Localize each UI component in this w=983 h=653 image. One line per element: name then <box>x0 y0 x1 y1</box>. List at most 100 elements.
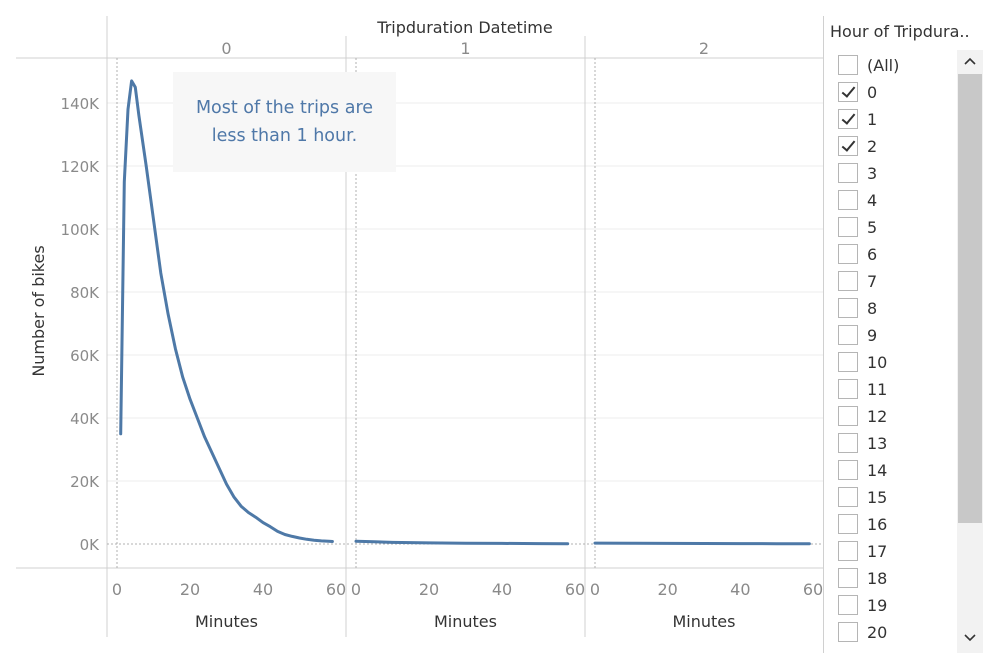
filter-item-label: 3 <box>867 163 878 183</box>
y-tick-label: 140K <box>61 95 101 113</box>
filter-list: (All) 0 1 2 3 4 5 6 7 8 9 10 11 12 13 14 15 16 17 18 19 20 <box>824 50 954 653</box>
filter-item-label: 16 <box>867 514 888 534</box>
filter-item[interactable]: 5 <box>838 216 877 238</box>
filter-item-label: 7 <box>867 271 878 291</box>
filter-checkbox[interactable] <box>838 595 858 615</box>
filter-scrollbar[interactable] <box>957 50 983 653</box>
filter-item[interactable]: (All) <box>838 54 899 76</box>
filter-checkbox[interactable] <box>838 460 858 480</box>
x-tick-label: 40 <box>492 580 512 599</box>
filter-item[interactable]: 4 <box>838 189 877 211</box>
filter-checkbox[interactable] <box>838 217 858 237</box>
filter-checkbox[interactable] <box>838 568 858 588</box>
panel-header: 0 <box>221 39 231 58</box>
filter-item-label: 17 <box>867 541 888 561</box>
filter-item-label: 18 <box>867 568 888 588</box>
filter-checkbox[interactable] <box>838 325 858 345</box>
annotation-box: Most of the trips are less than 1 hour. <box>173 72 396 172</box>
x-axis-title: Minutes <box>673 612 736 631</box>
filter-checkbox[interactable] <box>838 433 858 453</box>
x-axis-title: Minutes <box>195 612 258 631</box>
x-tick-label: 20 <box>657 580 677 599</box>
filter-title: Hour of Tripdura.. <box>830 22 970 41</box>
filter-item-label: 11 <box>867 379 888 399</box>
panel-header: 2 <box>699 39 709 58</box>
series-line-hour-0 <box>119 79 334 543</box>
chart-svg: Tripduration Datetime 0K 20K 40K 60K 80K 100K 1… <box>16 16 823 637</box>
filter-checkbox[interactable] <box>838 109 858 129</box>
chevron-down-icon[interactable] <box>957 627 983 649</box>
filter-item[interactable]: 10 <box>838 351 887 373</box>
filter-item[interactable]: 2 <box>838 135 877 157</box>
filter-item[interactable]: 6 <box>838 243 877 265</box>
chart-area: Tripduration Datetime 0K 20K 40K 60K 80K 100K 1… <box>16 16 823 637</box>
filter-checkbox[interactable] <box>838 244 858 264</box>
filter-checkbox[interactable] <box>838 82 858 102</box>
filter-item[interactable]: 19 <box>838 594 887 616</box>
filter-item[interactable]: 1 <box>838 108 877 130</box>
filter-item[interactable]: 14 <box>838 459 887 481</box>
filter-checkbox[interactable] <box>838 190 858 210</box>
filter-item[interactable]: 7 <box>838 270 877 292</box>
panel-header: 1 <box>460 39 470 58</box>
filter-checkbox[interactable] <box>838 514 858 534</box>
filter-item[interactable]: 11 <box>838 378 887 400</box>
series-line-hour-2 <box>593 541 811 546</box>
filter-item[interactable]: 18 <box>838 567 887 589</box>
x-tick-label: 40 <box>730 580 750 599</box>
y-tick-label: 20K <box>70 473 100 491</box>
x-tick-label: 60 <box>803 580 823 599</box>
filter-item[interactable]: 13 <box>838 432 887 454</box>
y-tick-label: 120K <box>61 158 101 176</box>
filter-item-label: 14 <box>867 460 888 480</box>
filter-item-label: 9 <box>867 325 878 345</box>
x-tick-label: 0 <box>112 580 122 599</box>
filter-checkbox[interactable] <box>838 55 858 75</box>
filter-item[interactable]: 8 <box>838 297 877 319</box>
x-tick-label: 40 <box>253 580 273 599</box>
filter-checkbox[interactable] <box>838 271 858 291</box>
filter-item-label: 10 <box>867 352 888 372</box>
filter-item[interactable]: 0 <box>838 81 877 103</box>
filter-item[interactable]: 9 <box>838 324 877 346</box>
filter-checkbox[interactable] <box>838 136 858 156</box>
filter-checkbox[interactable] <box>838 298 858 318</box>
filter-item[interactable]: 3 <box>838 162 877 184</box>
filter-item[interactable]: 15 <box>838 486 887 508</box>
x-tick-label: 60 <box>565 580 585 599</box>
filter-item-label: 20 <box>867 622 888 642</box>
filter-item-label: 0 <box>867 82 878 102</box>
x-tick-label: 20 <box>180 580 200 599</box>
filter-item[interactable]: 12 <box>838 405 887 427</box>
y-tick-label: 100K <box>61 221 101 239</box>
series-line-hour-1 <box>354 539 570 546</box>
filter-checkbox[interactable] <box>838 352 858 372</box>
annotation-line-1: Most of the trips are <box>195 98 374 118</box>
x-tick-label: 0 <box>351 580 361 599</box>
annotation-line-2: less than 1 hour. <box>211 126 358 146</box>
filter-checkbox[interactable] <box>838 622 858 642</box>
filter-checkbox[interactable] <box>838 379 858 399</box>
y-tick-label: 60K <box>70 347 100 365</box>
filter-item-label: 2 <box>867 136 878 156</box>
y-tick-label: 0K <box>80 536 101 554</box>
filter-item-label: 4 <box>867 190 878 210</box>
filter-item[interactable]: 20 <box>838 621 887 643</box>
chevron-up-icon[interactable] <box>957 50 983 72</box>
filter-item-label: (All) <box>867 55 900 75</box>
filter-checkbox[interactable] <box>838 487 858 507</box>
filter-item[interactable]: 17 <box>838 540 887 562</box>
hour-filter-panel: Hour of Tripdura.. (All) 0 1 2 3 4 5 6 7 8 9 10 11 12… <box>823 16 983 653</box>
filter-item-label: 13 <box>867 433 888 453</box>
filter-checkbox[interactable] <box>838 163 858 183</box>
y-tick-label: 40K <box>70 410 100 428</box>
filter-item[interactable]: 16 <box>838 513 887 535</box>
filter-checkbox[interactable] <box>838 406 858 426</box>
y-axis-title: Number of bikes <box>29 245 48 376</box>
x-tick-label: 20 <box>419 580 439 599</box>
filter-checkbox[interactable] <box>838 541 858 561</box>
filter-item-label: 5 <box>867 217 878 237</box>
filter-item-label: 15 <box>867 487 888 507</box>
scroll-thumb[interactable] <box>958 74 982 523</box>
x-tick-label: 0 <box>590 580 600 599</box>
